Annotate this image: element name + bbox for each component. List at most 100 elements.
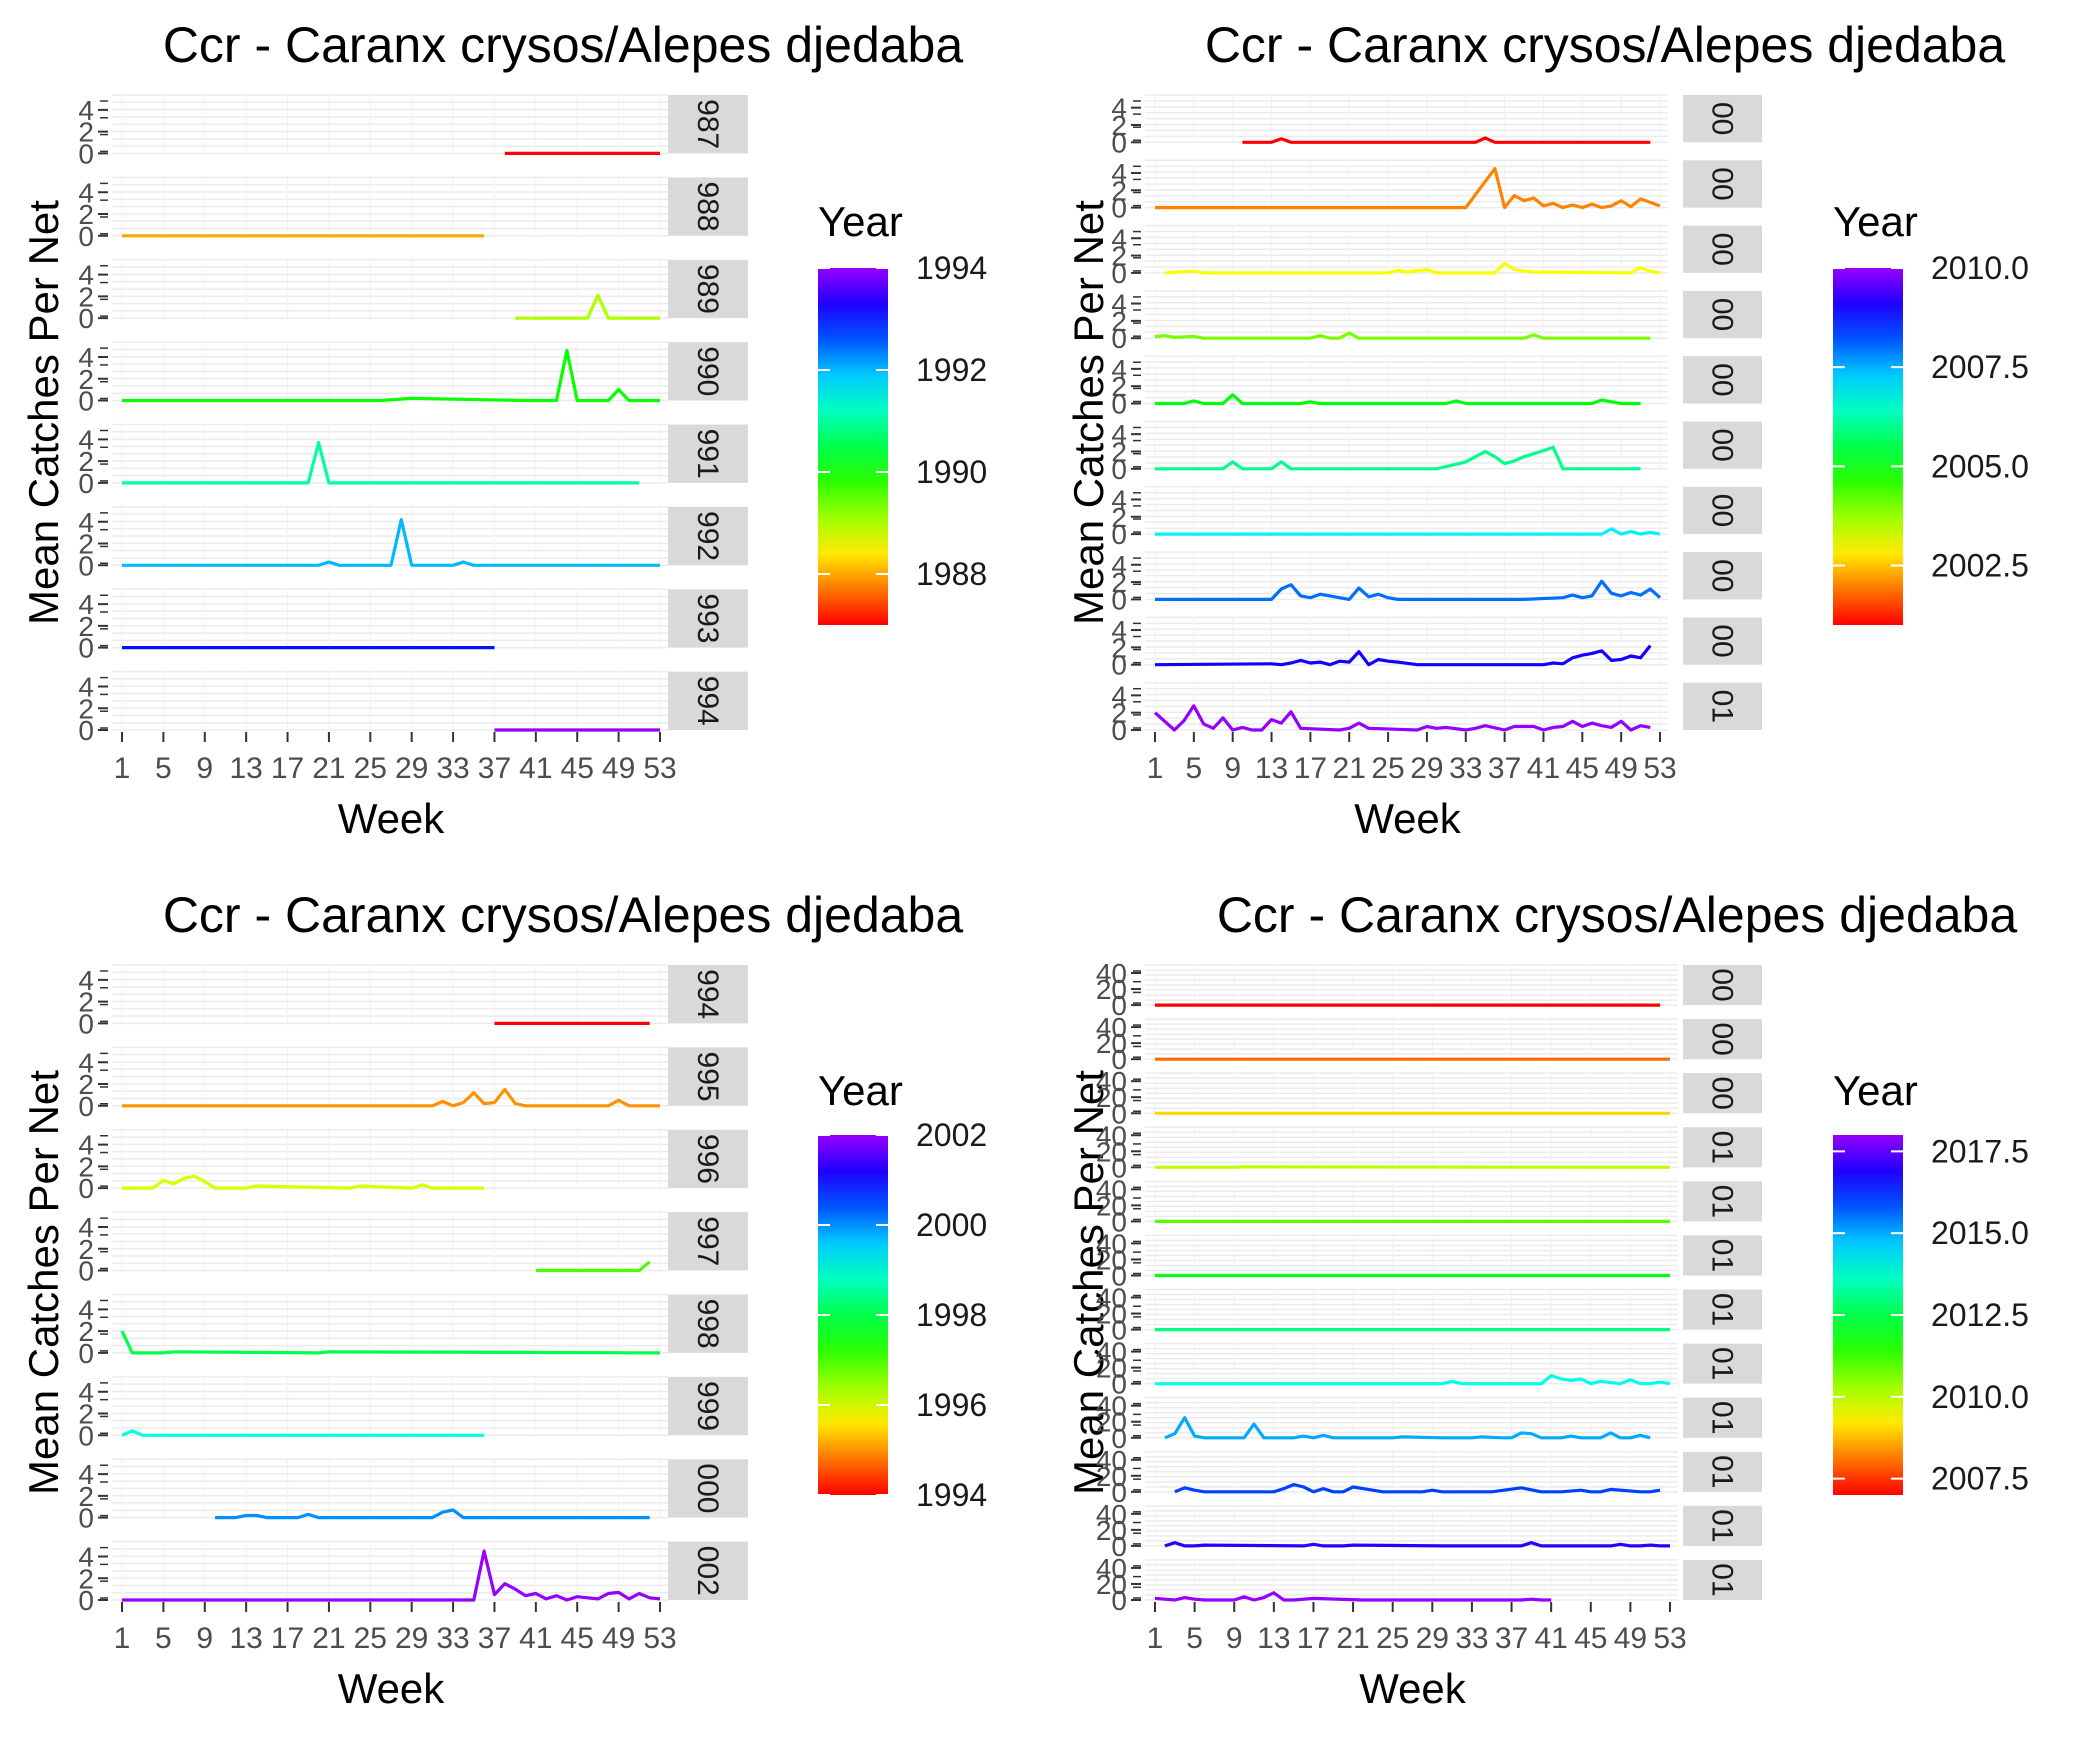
facet-strip-label: 01 — [1706, 1239, 1739, 1272]
facet-strip-label: 01 — [1706, 1131, 1739, 1164]
chart-title: Ccr - Caranx crysos/Alepes djedaba — [1205, 17, 2006, 73]
x-tick-label: 13 — [1255, 752, 1288, 785]
x-tick-label: 41 — [1527, 752, 1560, 785]
series-line — [1155, 646, 1650, 665]
facet-strip-label: 994 — [691, 676, 724, 726]
facet-strip-label: 988 — [691, 182, 724, 232]
legend-tick-label: 2002 — [916, 1117, 987, 1153]
series-line — [1155, 581, 1660, 599]
y-tick-label: 40 — [1096, 958, 1127, 989]
y-tick-label: 4 — [78, 1130, 94, 1161]
y-axis-label: Mean Catches Per Net — [20, 200, 67, 625]
y-tick-label: 4 — [1111, 223, 1127, 254]
y-tick-label: 40 — [1096, 1120, 1127, 1151]
x-tick-label: 17 — [1294, 752, 1327, 785]
y-tick-label: 4 — [78, 589, 94, 620]
x-tick-label: 49 — [602, 1622, 635, 1655]
chart-1: Ccr - Caranx crysos/Alepes djedaba Mean C… — [20, 17, 987, 842]
x-tick-label: 21 — [312, 752, 345, 785]
facet-strip-label: 999 — [691, 1381, 724, 1431]
y-tick-label: 4 — [78, 1459, 94, 1490]
series-line — [122, 1431, 484, 1435]
x-tick-label: 17 — [271, 752, 304, 785]
facet-strip-label: 992 — [691, 511, 724, 561]
chart-title: Ccr - Caranx crysos/Alepes djedaba — [1217, 887, 2018, 943]
x-tick-label: 1 — [1147, 752, 1164, 785]
x-tick-label: 37 — [1495, 1622, 1528, 1655]
x-axis-label: Week — [1359, 1665, 1467, 1712]
legend-tick-label: 2005.0 — [1931, 448, 2029, 484]
facet-strip-label: 00 — [1706, 968, 1739, 1001]
facet-strip-label: 00 — [1706, 167, 1739, 200]
x-tick-label: 9 — [196, 752, 213, 785]
y-tick-label: 4 — [78, 672, 94, 703]
x-tick-label: 53 — [643, 1622, 676, 1655]
legend-tick-label: 2012.5 — [1931, 1297, 2029, 1333]
y-tick-label: 40 — [1096, 1283, 1127, 1314]
legend-title: Year — [1833, 1067, 1918, 1114]
y-tick-label: 4 — [78, 424, 94, 455]
legend-title: Year — [1833, 198, 1918, 245]
x-tick-label: 5 — [155, 752, 172, 785]
y-tick-label: 40 — [1096, 1445, 1127, 1476]
chart-title: Ccr - Caranx crysos/Alepes djedaba — [163, 17, 964, 73]
y-tick-label: 4 — [78, 1047, 94, 1078]
x-tick-label: 37 — [1488, 752, 1521, 785]
x-tick-label: 41 — [519, 1622, 552, 1655]
facet-strip-label: 987 — [691, 99, 724, 149]
legend-colorbar — [818, 268, 888, 625]
y-tick-label: 40 — [1096, 1066, 1127, 1097]
x-tick-label: 25 — [1371, 752, 1404, 785]
legend-tick-label: 1998 — [916, 1297, 987, 1333]
x-tick-label: 1 — [114, 752, 131, 785]
x-tick-label: 41 — [519, 752, 552, 785]
facet-strip-label: 01 — [1706, 1401, 1739, 1434]
x-tick-label: 9 — [196, 1622, 213, 1655]
facet-strip-label: 01 — [1706, 1347, 1739, 1380]
facet-strip-label: 01 — [1706, 1563, 1739, 1596]
legend-tick-label: 2007.5 — [1931, 1461, 2029, 1497]
x-tick-label: 33 — [1455, 1622, 1488, 1655]
x-tick-label: 17 — [1297, 1622, 1330, 1655]
y-tick-label: 40 — [1096, 1391, 1127, 1422]
y-tick-label: 40 — [1096, 1174, 1127, 1205]
x-tick-label: 37 — [478, 752, 511, 785]
y-tick-label: 4 — [78, 1377, 94, 1408]
series-line — [122, 443, 639, 483]
x-tick-label: 29 — [395, 1622, 428, 1655]
y-tick-label: 4 — [78, 1542, 94, 1573]
legend-tick-label: 2007.5 — [1931, 349, 2029, 385]
facet-strip-label: 990 — [691, 346, 724, 396]
x-tick-label: 21 — [312, 1622, 345, 1655]
x-tick-label: 45 — [561, 1622, 594, 1655]
x-tick-label: 29 — [1410, 752, 1443, 785]
y-tick-label: 4 — [1111, 93, 1127, 124]
facet-strip-label: 00 — [1706, 298, 1739, 331]
y-tick-label: 4 — [78, 507, 94, 538]
x-tick-label: 33 — [1449, 752, 1482, 785]
legend-title: Year — [818, 198, 903, 245]
x-tick-label: 9 — [1224, 752, 1241, 785]
y-tick-label: 40 — [1096, 1012, 1127, 1043]
y-tick-label: 40 — [1096, 1228, 1127, 1259]
y-tick-label: 4 — [78, 965, 94, 996]
facet-strip-label: 01 — [1706, 1293, 1739, 1326]
facet-strip-label: 998 — [691, 1299, 724, 1349]
